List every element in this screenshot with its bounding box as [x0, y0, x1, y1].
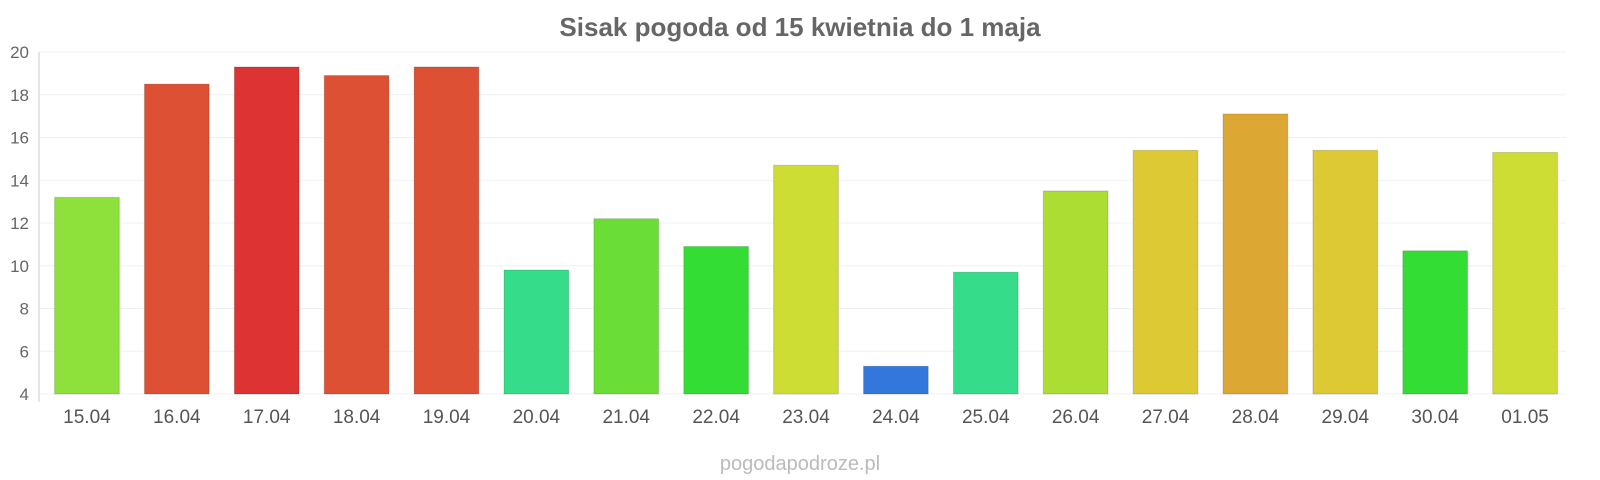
bar	[323, 75, 390, 395]
bar	[1042, 190, 1109, 395]
x-axis-ticks: 15.04 16.04 17.04 18.04 19.04 20.04 21.04 22.04…	[63, 407, 1549, 428]
y-axis-ticks: 4 6 8 10 12 14 16 18 20	[10, 43, 29, 404]
bar	[952, 271, 1019, 395]
bar	[1402, 250, 1469, 395]
bar	[143, 83, 210, 395]
bar	[773, 164, 839, 395]
bar	[1312, 149, 1379, 395]
x-tick-label: 17.04	[243, 407, 291, 428]
x-tick-label: 30.04	[1411, 407, 1459, 428]
bar	[683, 246, 749, 395]
y-tick-label: 14	[10, 171, 29, 190]
x-tick-label: 16.04	[153, 407, 201, 428]
bars	[54, 66, 1558, 395]
source-label: pogodapodroze.pl	[720, 453, 880, 475]
bar	[863, 365, 929, 395]
bar	[503, 269, 570, 395]
x-tick-label: 19.04	[423, 407, 471, 428]
x-tick-label: 22.04	[692, 407, 740, 428]
y-tick-label: 16	[10, 129, 29, 148]
y-tick-label: 20	[10, 43, 29, 62]
chart-title: Sisak pogoda od 15 kwietnia do 1 maja	[559, 12, 1041, 42]
x-tick-label: 20.04	[513, 407, 561, 428]
x-tick-label: 25.04	[962, 407, 1010, 428]
bar	[593, 218, 660, 395]
y-tick-label: 6	[20, 342, 29, 361]
x-tick-label: 15.04	[63, 407, 111, 428]
x-tick-label: 23.04	[782, 407, 830, 428]
y-tick-label: 12	[10, 214, 29, 233]
y-tick-label: 18	[10, 86, 29, 105]
y-tick-label: 8	[20, 300, 29, 319]
x-tick-label: 18.04	[333, 407, 381, 428]
x-tick-label: 01.05	[1501, 407, 1549, 428]
bar	[1492, 151, 1558, 395]
bar	[413, 66, 480, 395]
bar	[233, 66, 300, 395]
x-tick-label: 26.04	[1052, 407, 1100, 428]
x-tick-label: 21.04	[602, 407, 650, 428]
x-tick-label: 24.04	[872, 407, 920, 428]
x-tick-label: 29.04	[1322, 407, 1370, 428]
bar	[54, 196, 120, 395]
y-tick-label: 4	[20, 385, 29, 404]
y-tick-label: 10	[10, 257, 29, 276]
x-tick-label: 27.04	[1142, 407, 1190, 428]
x-tick-label: 28.04	[1232, 407, 1280, 428]
bar	[1132, 149, 1199, 395]
bar	[1222, 113, 1289, 395]
